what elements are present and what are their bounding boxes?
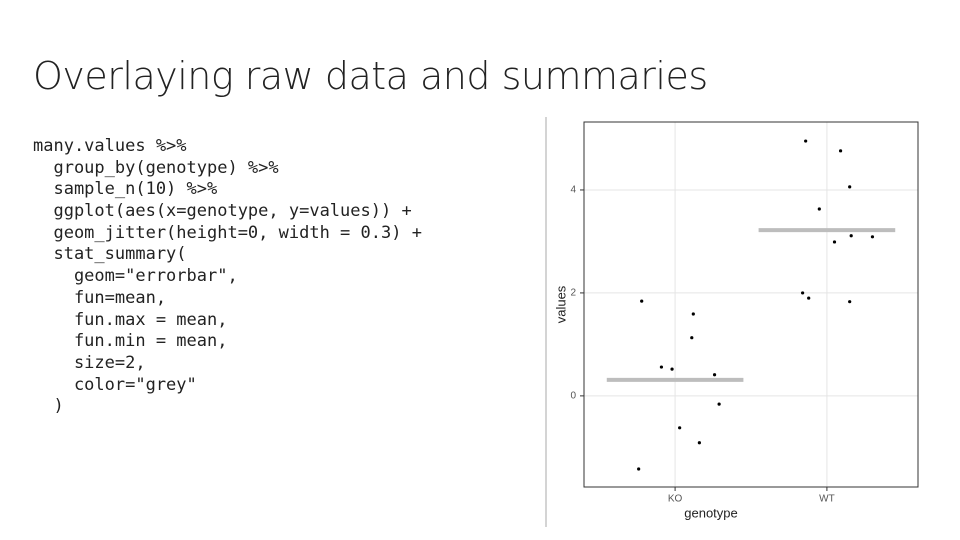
code-line: size=2, — [33, 352, 146, 373]
data-point — [717, 402, 721, 406]
data-point — [691, 312, 695, 316]
code-line: fun.min = mean, — [33, 331, 228, 352]
data-point — [637, 467, 641, 471]
data-point — [848, 300, 852, 304]
data-point — [801, 291, 805, 295]
data-point — [697, 441, 701, 445]
data-point — [712, 373, 717, 377]
code-line: fun.max = mean, — [33, 309, 228, 330]
data-point — [804, 139, 808, 143]
y-tick-label: 4 — [570, 185, 576, 196]
y-axis-label: values — [553, 285, 568, 323]
data-point — [640, 299, 644, 303]
data-point — [832, 240, 837, 244]
data-point — [670, 367, 674, 371]
code-line: group_by(genotype) %>% — [33, 157, 279, 178]
x-tick-label: KO — [668, 494, 683, 505]
y-tick-label: 0 — [570, 391, 576, 402]
plot-panel — [583, 121, 919, 488]
code-line: many.values %>% — [33, 136, 187, 156]
slide-title: Overlaying raw data and summaries — [33, 54, 708, 98]
code-line: ggplot(aes(x=genotype, y=values)) + — [33, 201, 412, 222]
data-point — [849, 234, 853, 238]
data-point — [690, 336, 694, 340]
data-point — [659, 365, 664, 369]
data-point — [848, 185, 852, 189]
code-line: stat_summary( — [33, 244, 187, 265]
code-line: fun=mean, — [33, 287, 167, 308]
data-point — [870, 235, 875, 239]
code-block: many.values %>% group_by(genotype) %>% s… — [33, 136, 422, 418]
x-axis-label: genotype — [684, 505, 738, 520]
code-line: ) — [33, 396, 64, 417]
code-line: geom="errorbar", — [33, 266, 238, 287]
code-line: color="grey" — [33, 374, 197, 395]
data-point — [807, 296, 811, 300]
code-line: sample_n(10) %>% — [33, 179, 218, 200]
y-tick-label: 2 — [570, 288, 576, 299]
data-point — [678, 426, 682, 430]
data-point — [838, 149, 843, 153]
x-tick-label: WT — [819, 494, 835, 505]
data-point — [817, 207, 821, 211]
code-line: geom_jitter(height=0, width = 0.3) + — [33, 222, 422, 243]
